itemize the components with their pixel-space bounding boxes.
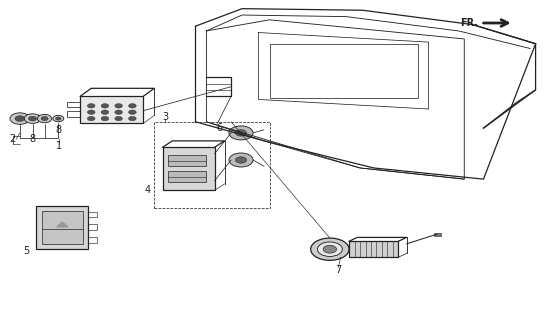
Circle shape bbox=[101, 104, 109, 108]
Circle shape bbox=[129, 110, 136, 115]
Circle shape bbox=[87, 116, 95, 121]
Text: 5: 5 bbox=[23, 246, 30, 256]
Text: FR.: FR. bbox=[460, 18, 478, 28]
Polygon shape bbox=[57, 222, 68, 227]
Circle shape bbox=[41, 116, 48, 121]
Bar bbox=[36, 206, 89, 249]
Text: 6: 6 bbox=[216, 123, 222, 133]
Bar bbox=[67, 102, 80, 108]
Bar bbox=[168, 155, 206, 166]
Circle shape bbox=[317, 242, 342, 256]
Bar bbox=[434, 233, 441, 236]
Circle shape bbox=[24, 114, 41, 123]
Bar bbox=[89, 224, 97, 230]
Text: 4: 4 bbox=[144, 185, 150, 195]
Bar bbox=[80, 96, 144, 123]
Bar bbox=[89, 212, 97, 217]
Bar bbox=[163, 147, 214, 190]
Circle shape bbox=[10, 113, 30, 124]
Circle shape bbox=[115, 104, 123, 108]
Circle shape bbox=[129, 104, 136, 108]
Bar bbox=[168, 171, 206, 182]
Circle shape bbox=[37, 115, 52, 123]
Circle shape bbox=[87, 110, 95, 115]
Text: 1: 1 bbox=[56, 141, 63, 151]
Text: 8: 8 bbox=[55, 125, 62, 135]
Circle shape bbox=[129, 116, 136, 121]
Circle shape bbox=[229, 153, 253, 167]
Circle shape bbox=[323, 245, 337, 253]
Bar bbox=[270, 44, 417, 98]
Circle shape bbox=[29, 116, 37, 121]
Circle shape bbox=[235, 157, 246, 163]
Circle shape bbox=[311, 238, 349, 260]
Circle shape bbox=[15, 116, 25, 122]
Bar bbox=[349, 241, 398, 257]
Circle shape bbox=[56, 117, 61, 120]
Circle shape bbox=[229, 126, 253, 140]
Circle shape bbox=[115, 116, 123, 121]
Circle shape bbox=[87, 104, 95, 108]
Circle shape bbox=[235, 130, 246, 136]
Bar bbox=[155, 122, 270, 208]
Text: 8: 8 bbox=[30, 134, 36, 144]
Circle shape bbox=[101, 116, 109, 121]
Circle shape bbox=[53, 116, 64, 122]
Circle shape bbox=[101, 110, 109, 115]
Text: 3: 3 bbox=[162, 112, 168, 122]
Bar bbox=[67, 111, 80, 117]
Circle shape bbox=[115, 110, 123, 115]
Text: 7: 7 bbox=[335, 265, 341, 275]
Bar bbox=[89, 237, 97, 243]
Text: 2: 2 bbox=[10, 134, 16, 144]
Bar bbox=[42, 211, 83, 244]
